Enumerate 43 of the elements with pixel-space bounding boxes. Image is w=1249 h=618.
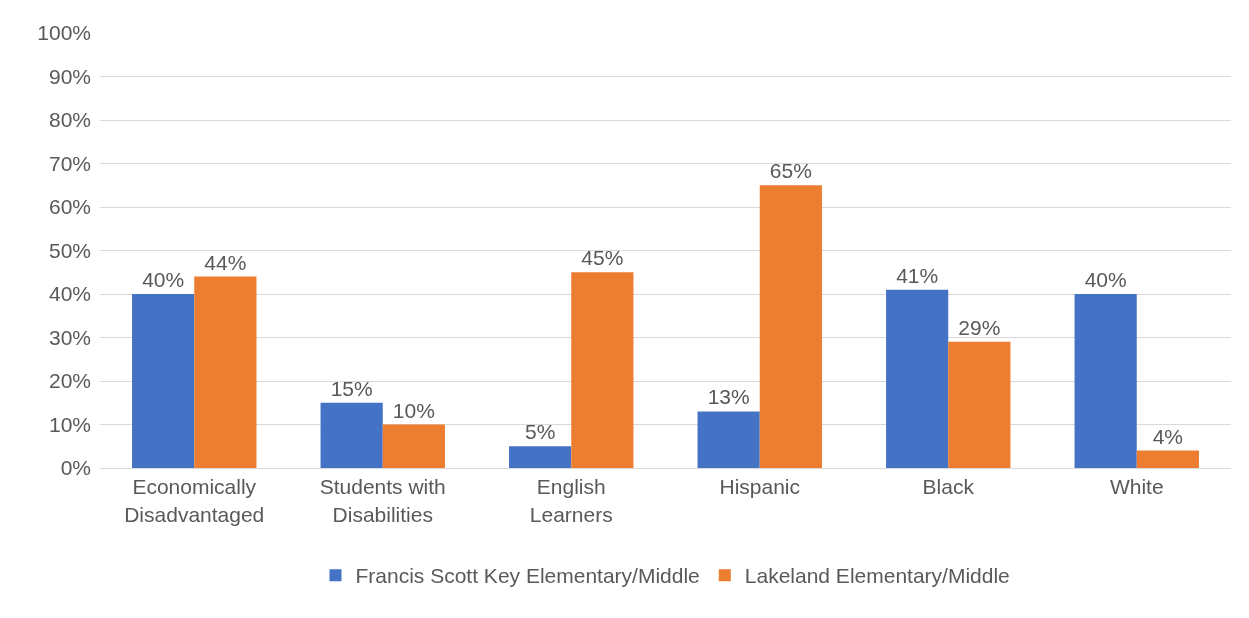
data-label: 10% xyxy=(392,398,435,422)
data-label: 65% xyxy=(769,159,812,183)
x-tick-label: English Learners xyxy=(529,475,613,526)
bar xyxy=(886,289,949,468)
legend-label: Francis Scott Key Elementary/Middle xyxy=(355,564,700,588)
data-label: 4% xyxy=(1152,424,1184,448)
data-label: 44% xyxy=(204,250,247,274)
y-tick-label: 30% xyxy=(48,325,91,349)
data-label: 40% xyxy=(1084,268,1127,291)
data-label: 15% xyxy=(330,376,373,400)
y-tick-label: 100% xyxy=(37,21,91,45)
y-tick-label: 70% xyxy=(48,151,91,175)
bar xyxy=(382,424,445,468)
y-tick-label: 10% xyxy=(48,412,91,436)
bar xyxy=(132,294,195,468)
y-tick-label: 80% xyxy=(48,108,91,132)
bar xyxy=(1136,450,1199,468)
bar xyxy=(697,411,760,468)
bar xyxy=(1074,294,1137,468)
data-label: 29% xyxy=(958,315,1001,339)
bar xyxy=(509,446,572,468)
bar xyxy=(948,341,1011,468)
legend-label: Lakeland Elementary/Middle xyxy=(744,564,1010,588)
x-tick-label: Students with Disabilities xyxy=(319,475,446,526)
y-tick-label: 0% xyxy=(60,456,91,480)
data-label: 45% xyxy=(581,246,624,270)
bar xyxy=(194,276,257,468)
y-tick-label: 50% xyxy=(48,238,91,262)
y-tick-label: 60% xyxy=(48,195,91,219)
data-label: 5% xyxy=(524,420,556,444)
x-tick-label: White xyxy=(1109,475,1164,499)
x-tick-label: Black xyxy=(922,475,975,499)
x-tick-label: Economically Disadvantaged xyxy=(124,475,265,526)
x-tick-label: Hispanic xyxy=(719,475,801,499)
data-label: 41% xyxy=(896,263,939,287)
y-tick-label: 20% xyxy=(48,369,91,393)
bar xyxy=(320,402,383,468)
bar xyxy=(759,185,822,468)
data-label: 40% xyxy=(142,268,185,291)
data-label: 13% xyxy=(707,385,750,409)
y-tick-label: 90% xyxy=(48,64,91,88)
bar xyxy=(571,272,634,468)
y-tick-label: 40% xyxy=(48,282,91,306)
